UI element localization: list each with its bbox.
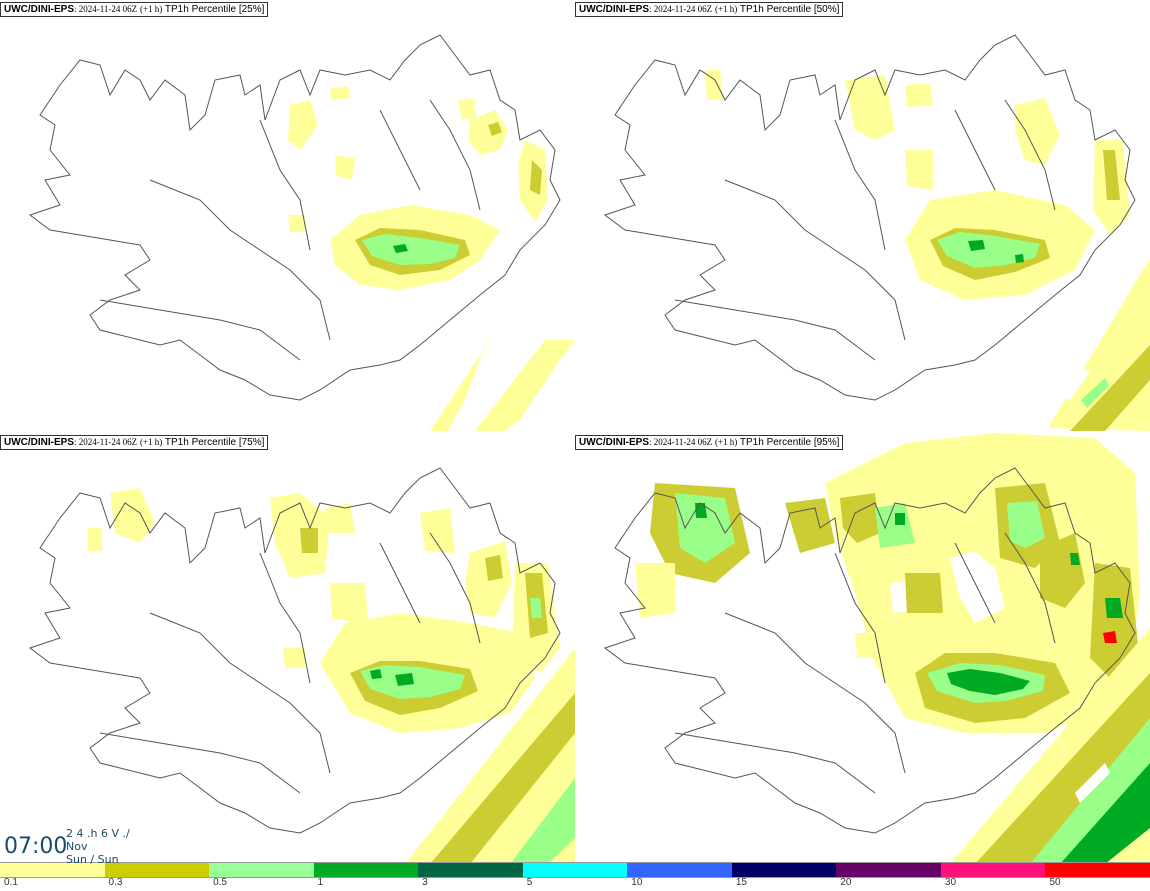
legend-swatch [731, 863, 837, 877]
legend-swatch [627, 863, 732, 877]
legend-swatch [418, 863, 523, 877]
legend-swatch [522, 863, 628, 877]
legend-label: 1 [317, 877, 324, 888]
legend-label: 0.3 [108, 877, 123, 888]
legend-label: 5 [526, 877, 533, 888]
legend-label: 0.5 [213, 877, 227, 888]
legend-swatch [209, 863, 314, 877]
legend-swatch [1045, 863, 1150, 877]
legend-label: 30 [944, 877, 957, 888]
map-panel-p50: UWC/DINI-EPS: 2024-11-24 06Z (+1 h) TP1h… [575, 0, 1150, 431]
panel-title: UWC/DINI-EPS: 2024-11-24 06Z (+1 h) TP1h… [0, 435, 269, 450]
legend-swatch [940, 863, 1046, 877]
legend-label: 3 [422, 877, 428, 888]
map-panel-p95: UWC/DINI-EPS: 2024-11-24 06Z (+1 h) TP1h… [575, 433, 1150, 864]
legend-label: 50 [1049, 877, 1061, 888]
color-legend [0, 862, 1150, 878]
map-panel-p75: UWC/DINI-EPS: 2024-11-24 06Z (+1 h) TP1h… [0, 433, 575, 864]
panel-title: UWC/DINI-EPS: 2024-11-24 06Z (+1 h) TP1h… [575, 435, 844, 450]
legend-label: 20 [840, 877, 852, 888]
legend-swatch [0, 863, 105, 877]
valid-date: 2 4 .h 6 V ./ Nov Sun / Sun [66, 827, 130, 866]
legend-label: 10 [631, 877, 643, 888]
valid-time: 07:00 [4, 834, 68, 859]
map-panel-p25: UWC/DINI-EPS: 2024-11-24 06Z (+1 h) TP1h… [0, 0, 575, 431]
legend-swatch [313, 863, 419, 877]
legend-labels: 0.1 0.3 0.5 1 3 5 10 15 20 30 50 [0, 877, 1150, 891]
legend-swatch [104, 863, 210, 877]
legend-label: 0.1 [4, 877, 18, 888]
panel-title: UWC/DINI-EPS: 2024-11-24 06Z (+1 h) TP1h… [575, 2, 844, 17]
panel-title: UWC/DINI-EPS: 2024-11-24 06Z (+1 h) TP1h… [0, 2, 269, 17]
legend-label: 15 [735, 877, 747, 888]
valid-time-box: 07:00 2 4 .h 6 V ./ Nov Sun / Sun [0, 826, 132, 866]
legend-swatch [836, 863, 941, 877]
